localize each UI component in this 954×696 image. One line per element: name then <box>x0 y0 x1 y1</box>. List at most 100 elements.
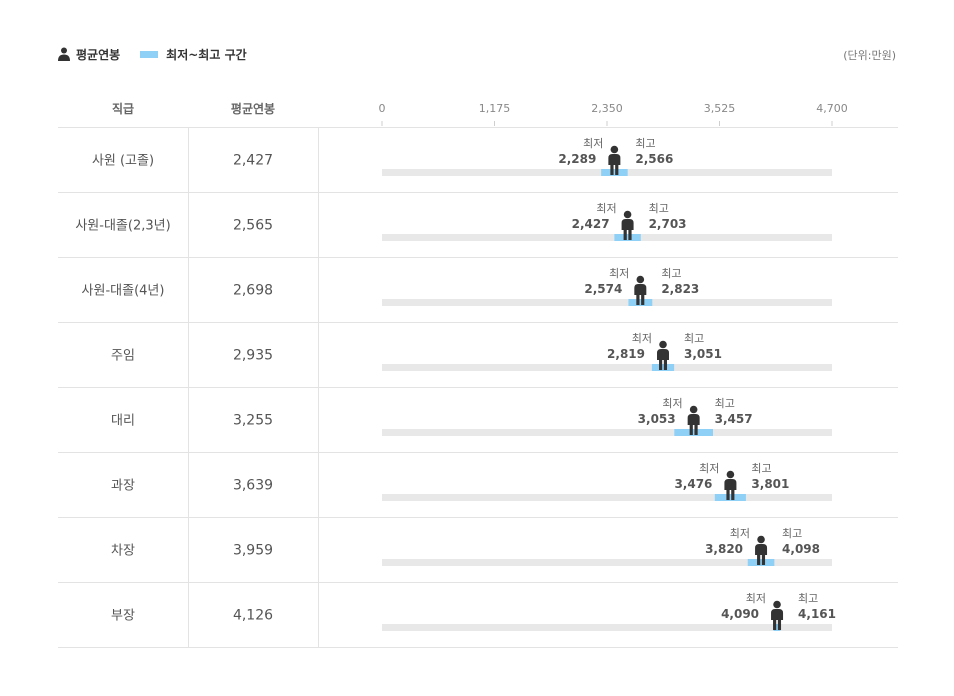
avg-marker-leg <box>726 489 730 500</box>
min-caption: 최저 <box>609 267 629 280</box>
min-value-label: 2,289 <box>558 152 596 166</box>
min-value-label: 2,574 <box>584 282 622 296</box>
max-value-label: 3,457 <box>715 412 753 426</box>
min-value-label: 3,476 <box>674 477 712 491</box>
max-caption: 최고 <box>751 462 771 475</box>
max-caption: 최고 <box>649 202 669 215</box>
min-value-label: 2,427 <box>572 217 610 231</box>
legend-avg-label: 평균연봉 <box>76 47 121 62</box>
avg-marker-body <box>755 544 768 555</box>
avg-marker-leg <box>773 619 777 630</box>
max-caption: 최고 <box>684 332 704 345</box>
range-track <box>382 624 832 631</box>
min-max-range-bar <box>614 234 641 241</box>
avg-marker-leg <box>623 229 627 240</box>
avg-marker-leg <box>610 164 614 175</box>
avg-marker-body <box>621 219 634 230</box>
rank-label: 과장 <box>111 479 135 494</box>
x-tick-label: 3,525 <box>704 102 736 115</box>
range-track <box>382 234 832 241</box>
max-value-label: 4,098 <box>782 542 820 556</box>
avg-marker-body <box>724 479 737 490</box>
rank-label: 대리 <box>111 414 135 429</box>
avg-salary-label: 3,255 <box>233 413 273 429</box>
avg-marker-leg <box>641 294 645 305</box>
min-max-range-bar <box>651 364 675 371</box>
avg-marker-body <box>634 284 647 295</box>
avg-marker-leg <box>636 294 640 305</box>
avg-marker-leg <box>659 359 663 370</box>
max-value-label: 2,703 <box>649 217 687 231</box>
min-caption: 최저 <box>583 137 603 150</box>
min-caption: 최저 <box>730 527 750 540</box>
x-tick-label: 4,700 <box>816 102 848 115</box>
legend-range-swatch <box>140 50 159 58</box>
min-max-range-bar <box>714 494 746 501</box>
rank-label: 사원-대졸(4년) <box>82 284 165 299</box>
legend-range-label: 최저~최고 구간 <box>166 47 247 62</box>
max-caption: 최고 <box>798 592 818 605</box>
avg-marker-leg <box>615 164 619 175</box>
person-icon <box>58 47 70 61</box>
rank-label: 주임 <box>111 349 135 364</box>
range-track <box>382 429 832 436</box>
x-tick-label: 1,175 <box>479 102 511 115</box>
min-caption: 최저 <box>699 462 719 475</box>
min-max-range-bar <box>601 169 628 176</box>
avg-salary-label: 2,565 <box>233 218 273 234</box>
min-caption: 최저 <box>632 332 652 345</box>
min-caption: 최저 <box>662 397 682 410</box>
max-value-label: 2,566 <box>635 152 673 166</box>
min-value-label: 3,053 <box>638 412 676 426</box>
rank-label: 사원 (고졸) <box>92 154 154 169</box>
avg-marker-body <box>687 414 700 425</box>
max-value-label: 2,823 <box>661 282 699 296</box>
avg-marker-head <box>610 145 619 154</box>
rank-label: 차장 <box>111 544 135 559</box>
max-caption: 최고 <box>635 137 655 150</box>
min-value-label: 4,090 <box>721 607 759 621</box>
min-max-range-bar <box>674 429 713 436</box>
max-caption: 최고 <box>661 267 681 280</box>
avg-marker-head <box>659 340 667 349</box>
avg-marker-body <box>608 154 621 165</box>
rank-label: 부장 <box>111 609 135 624</box>
max-caption: 최고 <box>715 397 735 410</box>
avg-salary-label: 3,959 <box>233 543 273 559</box>
min-max-range-bar <box>628 299 653 306</box>
min-caption: 최저 <box>596 202 616 215</box>
max-value-label: 4,161 <box>798 607 836 621</box>
avg-salary-label: 4,126 <box>233 608 273 624</box>
avg-marker-leg <box>761 554 766 565</box>
rank-label: 사원-대졸(2,3년) <box>75 219 170 234</box>
column-header-avg: 평균연봉 <box>230 102 276 116</box>
max-value-label: 3,051 <box>684 347 722 361</box>
legend: 평균연봉 최저~최고 구간 <box>58 44 247 64</box>
avg-marker-leg <box>694 424 698 435</box>
range-track <box>382 299 832 306</box>
min-value-label: 3,820 <box>705 542 743 556</box>
avg-salary-label: 2,698 <box>233 283 273 299</box>
avg-marker-leg <box>689 424 693 435</box>
max-caption: 최고 <box>782 527 802 540</box>
avg-marker-leg <box>777 619 782 630</box>
avg-salary-label: 3,639 <box>233 478 273 494</box>
avg-marker-leg <box>757 554 761 565</box>
avg-salary-label: 2,427 <box>233 153 273 169</box>
avg-marker-head <box>636 275 645 284</box>
avg-marker-body <box>657 349 670 360</box>
min-value-label: 2,819 <box>607 347 645 361</box>
avg-marker-head <box>689 405 698 414</box>
avg-marker-leg <box>628 229 632 240</box>
avg-marker-body <box>771 609 784 620</box>
min-caption: 최저 <box>746 592 766 605</box>
avg-marker-head <box>757 535 765 544</box>
avg-marker-leg <box>663 359 668 370</box>
x-tick-label: 0 <box>379 102 386 115</box>
avg-marker-leg <box>731 489 735 500</box>
range-track <box>382 494 832 501</box>
avg-marker-head <box>726 470 735 479</box>
column-header-rank: 직급 <box>111 102 135 116</box>
avg-marker-head <box>773 600 781 609</box>
